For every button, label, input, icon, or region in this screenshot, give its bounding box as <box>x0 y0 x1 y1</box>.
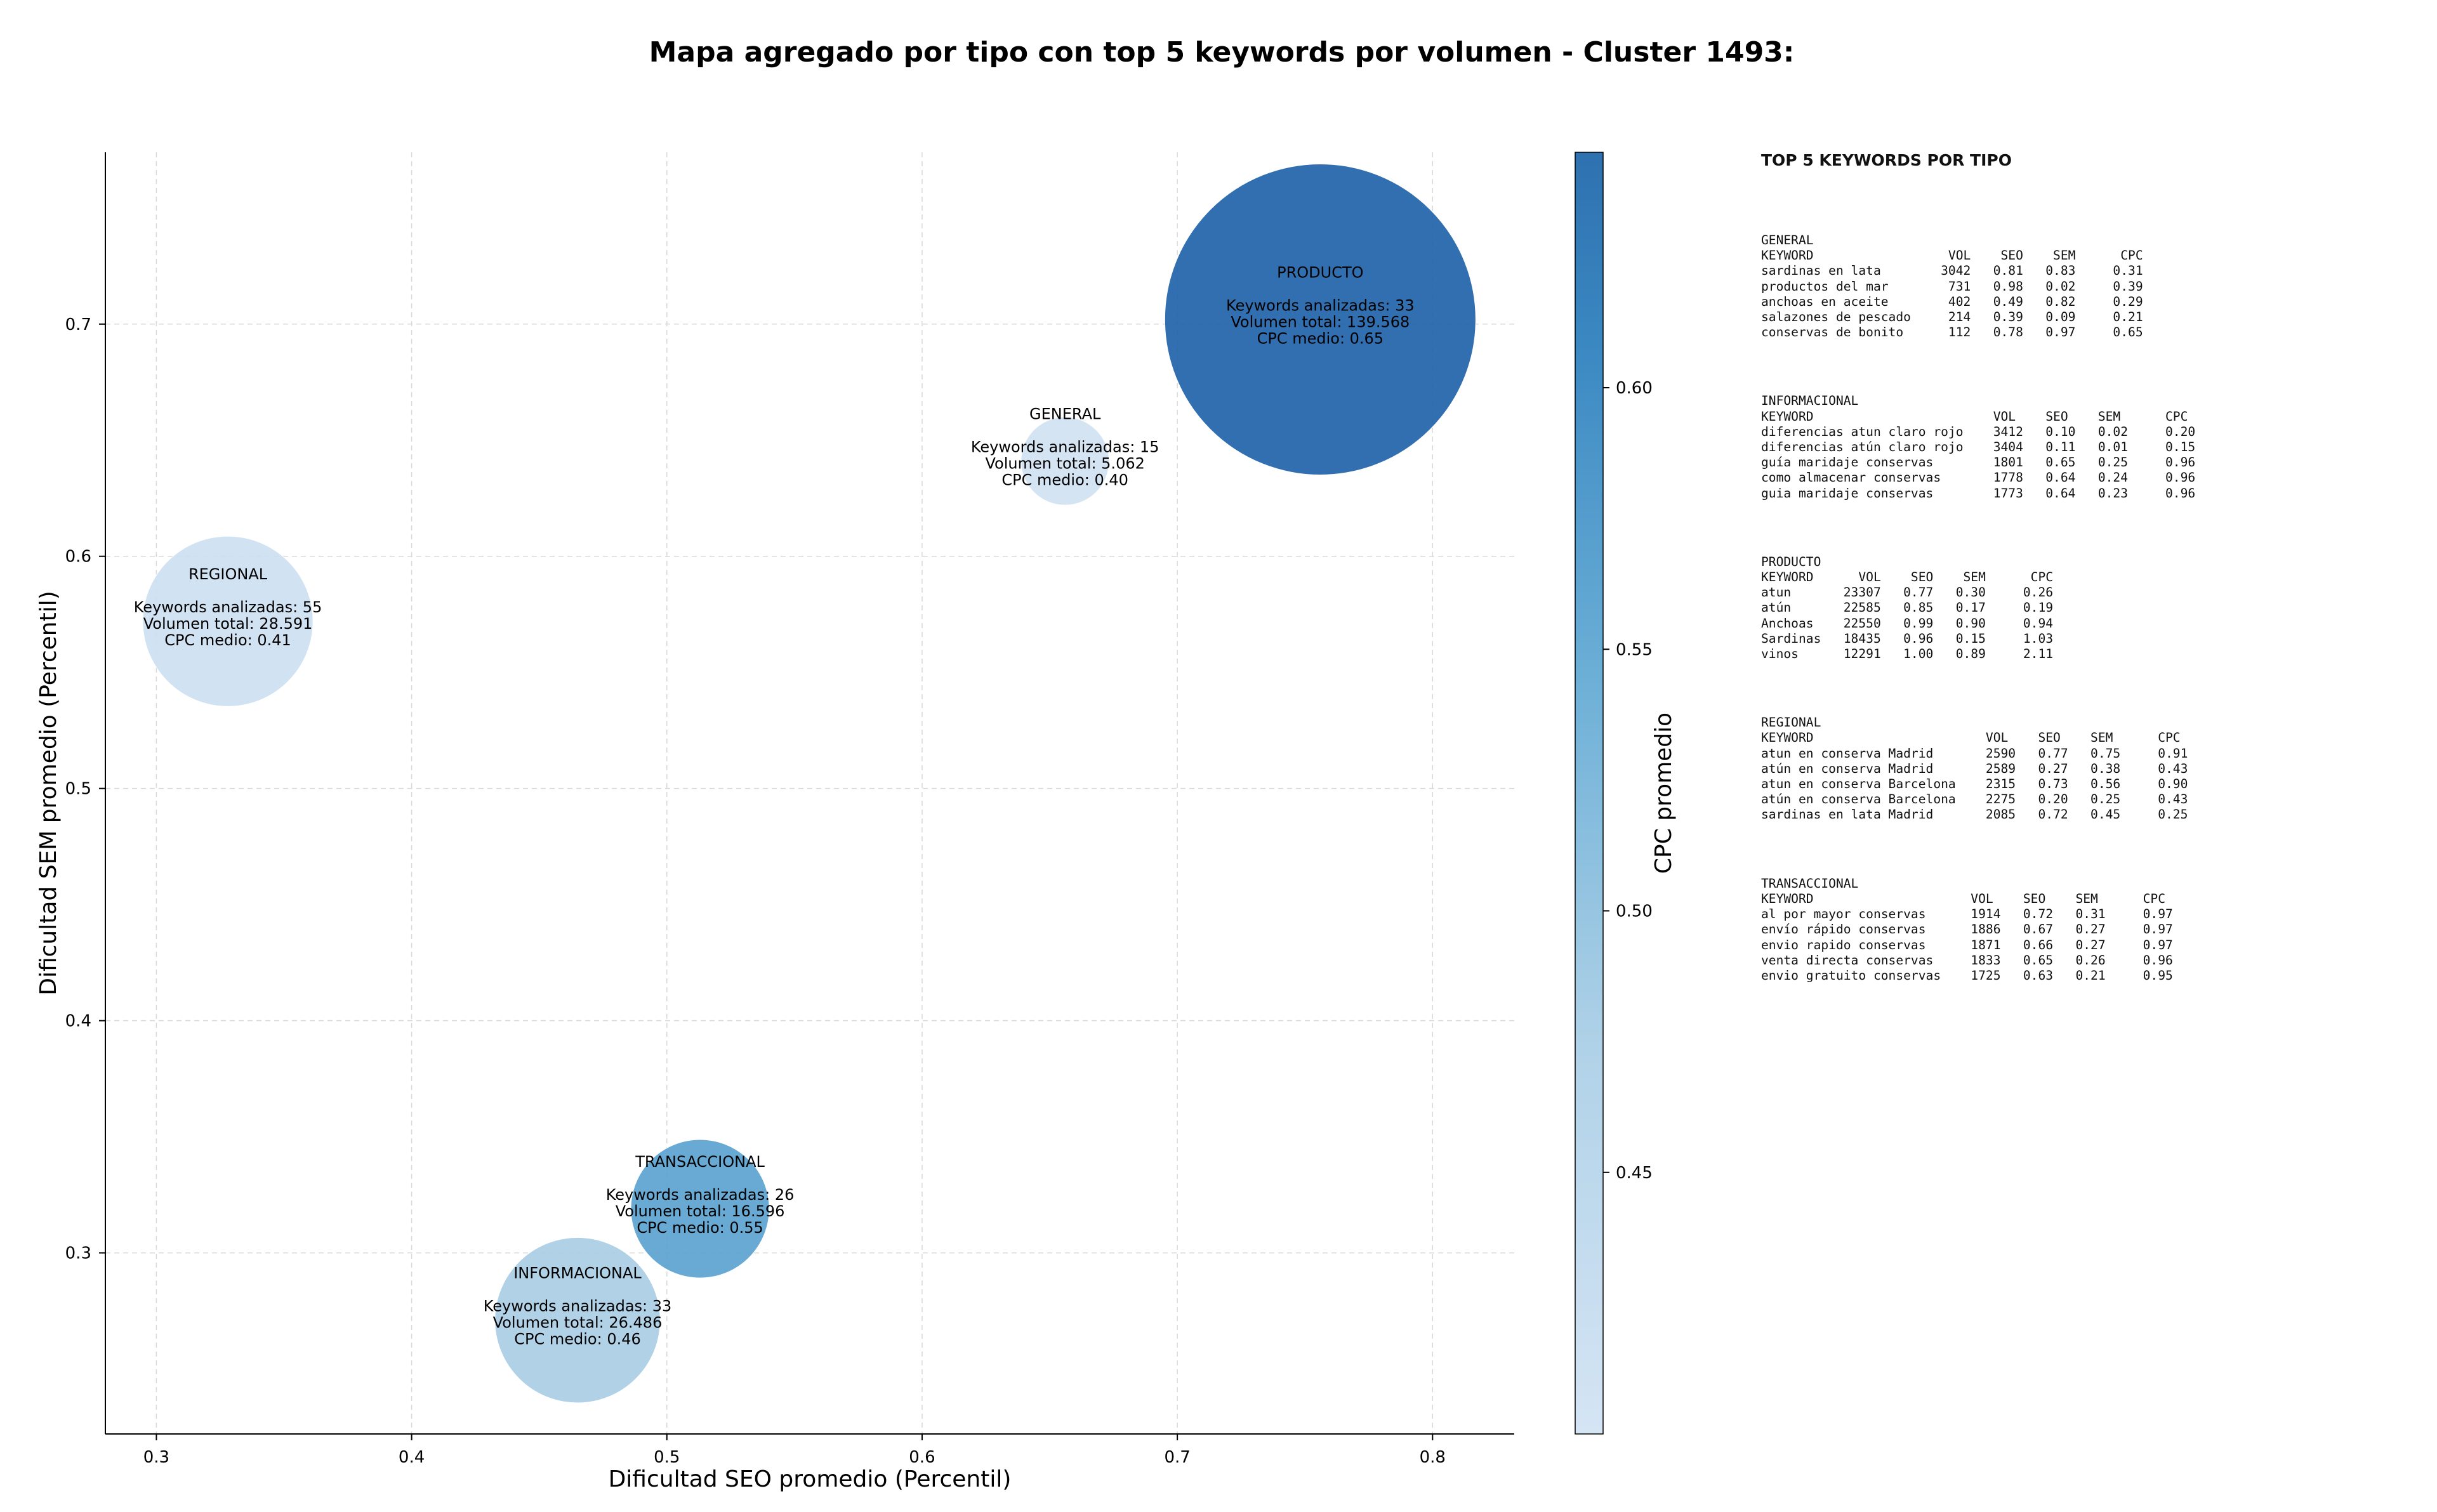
keyword-table-text: PRODUCTO KEYWORD VOL SEO SEM CPC atun 23… <box>1761 554 2054 662</box>
bubble-label-keywords: Keywords analizadas: 15 <box>971 438 1159 456</box>
bubble-informacional <box>494 1237 661 1404</box>
colorbar-label: CPC promedio <box>1651 713 1677 874</box>
keyword-table-text: GENERAL KEYWORD VOL SEO SEM CPC sardinas… <box>1761 233 2143 340</box>
keyword-table-general: GENERAL KEYWORD VOL SEO SEM CPC sardinas… <box>1761 233 2427 340</box>
chart-title: Mapa agregado por tipo con top 5 keyword… <box>649 36 1795 69</box>
bubble-label-type: PRODUCTO <box>1277 263 1363 281</box>
bubble-regional <box>142 536 314 707</box>
bubble-label-keywords: Keywords analizadas: 55 <box>134 598 322 616</box>
keyword-table-regional: REGIONAL KEYWORD VOL SEO SEM CPC atun en… <box>1761 715 2427 822</box>
keyword-table-producto: PRODUCTO KEYWORD VOL SEO SEM CPC atun 23… <box>1761 555 2427 662</box>
bubble-label-volume: Volumen total: 16.596 <box>616 1202 785 1220</box>
x-axis-ticks: 0.3 0.4 0.5 0.6 0.7 0.8 <box>143 1434 1446 1467</box>
keyword-table-text: REGIONAL KEYWORD VOL SEO SEM CPC atun en… <box>1761 715 2188 822</box>
bubble-label-type: INFORMACIONAL <box>513 1265 642 1282</box>
keyword-table-transaccional: TRANSACCIONAL KEYWORD VOL SEO SEM CPC al… <box>1761 876 2427 983</box>
bubble-general <box>1020 416 1110 506</box>
bubble-label-volume: Volumen total: 26.486 <box>493 1314 663 1332</box>
x-tick-label: 0.4 <box>399 1448 425 1467</box>
colorbar-tick-label: 0.60 <box>1616 379 1653 398</box>
colorbar <box>1575 152 1604 1435</box>
keyword-table-text: INFORMACIONAL KEYWORD VOL SEO SEM CPC di… <box>1761 393 2196 501</box>
bubble-label-cpc: CPC medio: 0.40 <box>1001 471 1128 489</box>
x-tick-label: 0.7 <box>1164 1448 1190 1467</box>
y-tick-label: 0.5 <box>65 780 91 799</box>
bubble-producto <box>1164 163 1476 475</box>
y-tick-label: 0.7 <box>65 315 91 334</box>
bubble-label-type: GENERAL <box>1029 405 1101 423</box>
bubble-label-keywords: Keywords analizadas: 33 <box>1226 296 1415 314</box>
keyword-table-informacional: INFORMACIONAL KEYWORD VOL SEO SEM CPC di… <box>1761 393 2427 501</box>
bubble-label-cpc: CPC medio: 0.65 <box>1257 329 1384 347</box>
colorbar-tick-label: 0.50 <box>1616 902 1653 921</box>
bubble-label-keywords: Keywords analizadas: 33 <box>484 1298 672 1315</box>
bubble-label-type: REGIONAL <box>188 565 268 583</box>
bubble-label-cpc: CPC medio: 0.55 <box>637 1219 763 1237</box>
bubble-label-volume: Volumen total: 5.062 <box>985 455 1144 473</box>
colorbar-ticks: 0.45 0.50 0.55 0.60 <box>1603 379 1653 1183</box>
bubbles-layer <box>142 163 1476 1404</box>
y-tick-label: 0.6 <box>65 548 91 567</box>
bubble-label-cpc: CPC medio: 0.41 <box>164 631 291 649</box>
y-axis-ticks: 0.3 0.4 0.5 0.6 0.7 <box>65 315 105 1263</box>
keywords-panel: TOP 5 KEYWORDS POR TIPO GENERAL KEYWORD … <box>1761 151 2427 1037</box>
bubble-label-keywords: Keywords analizadas: 26 <box>606 1186 795 1204</box>
colorbar-tick-label: 0.45 <box>1616 1164 1653 1183</box>
x-tick-label: 0.5 <box>654 1448 680 1467</box>
colorbar-tick-label: 0.55 <box>1616 640 1653 659</box>
bubble-transaccional <box>630 1139 770 1279</box>
x-tick-label: 0.6 <box>909 1448 935 1467</box>
bubble-label-volume: Volumen total: 28.591 <box>143 615 313 633</box>
y-tick-label: 0.3 <box>65 1244 91 1263</box>
keyword-table-text: TRANSACCIONAL KEYWORD VOL SEO SEM CPC al… <box>1761 876 2173 983</box>
x-tick-label: 0.3 <box>143 1448 169 1467</box>
y-axis-label: Dificultad SEM promedio (Percentil) <box>36 591 62 996</box>
keywords-panel-title: TOP 5 KEYWORDS POR TIPO <box>1761 151 2012 169</box>
x-axis-label: Dificultad SEO promedio (Percentil) <box>609 1466 1012 1492</box>
bubble-label-volume: Volumen total: 139.568 <box>1231 313 1410 331</box>
bubble-label-type: TRANSACCIONAL <box>635 1153 765 1171</box>
bubble-label-cpc: CPC medio: 0.46 <box>514 1331 641 1348</box>
x-tick-label: 0.8 <box>1420 1448 1446 1467</box>
y-tick-label: 0.4 <box>65 1012 91 1031</box>
